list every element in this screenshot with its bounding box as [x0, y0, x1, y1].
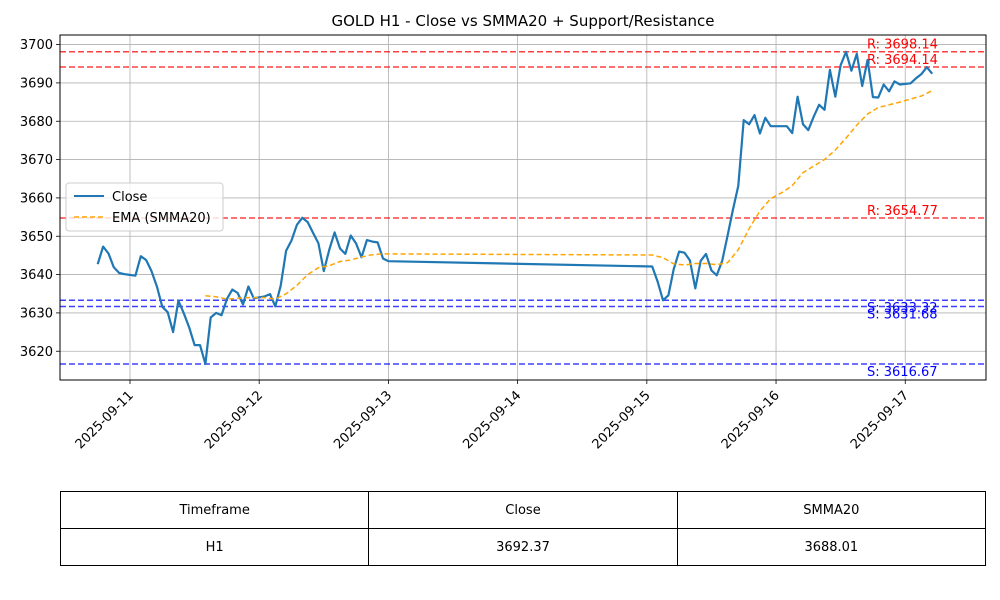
- level-label: R: 3654.77: [867, 204, 938, 219]
- legend: Close EMA (SMMA20): [65, 182, 224, 232]
- series-lines: [96, 50, 934, 365]
- y-tick-label: 3680: [20, 115, 53, 130]
- level-label: S: 3631.68: [867, 307, 938, 322]
- level-label: S: 3633.32: [867, 301, 938, 316]
- table-header-row: Timeframe Close SMMA20: [59, 491, 987, 529]
- y-tick-label: 3640: [20, 268, 53, 283]
- table-header-cell: SMMA20: [676, 491, 987, 529]
- y-tick-label: 3630: [20, 306, 53, 321]
- y-tick-label: 3660: [20, 191, 53, 206]
- level-label: R: 3698.14: [867, 38, 938, 53]
- smma20-line: [205, 89, 933, 300]
- table-header-cell: Close: [368, 491, 678, 529]
- legend-label-close: Close: [112, 190, 147, 205]
- support-resistance-levels: R: 3698.14R: 3694.14 R: 3654.77 S: 3633.32…: [60, 38, 986, 380]
- level-label: R: 3694.14: [867, 53, 938, 68]
- table-cell-smma20: 3688.01: [676, 528, 987, 566]
- x-tick-label: 2025-09-12: [202, 388, 266, 452]
- x-tick-label: 2025-09-17: [848, 388, 912, 452]
- table-row: H1 3692.37 3688.01: [59, 528, 987, 566]
- table-header-cell: Timeframe: [59, 491, 370, 529]
- x-tick-label: 2025-09-15: [590, 388, 654, 452]
- legend-box: [65, 182, 224, 232]
- x-tick-label: 2025-09-11: [73, 388, 137, 452]
- table-cell-close: 3692.37: [368, 528, 678, 566]
- summary-table: Timeframe Close SMMA20 H1 3692.37 3688.0…: [59, 491, 987, 566]
- y-tick-label: 3670: [20, 153, 53, 168]
- y-tick-label: 3690: [20, 76, 53, 91]
- level-label: S: 3616.67: [867, 365, 938, 380]
- x-tick-label: 2025-09-14: [460, 388, 524, 452]
- axis-ticks: 2025-09-11 2025-09-12 2025-09-13 2025-09-14…: [20, 38, 912, 452]
- table-cell-timeframe: H1: [59, 528, 370, 566]
- chart: GOLD H1 - Close vs SMMA20 + Support/Resi…: [20, 12, 987, 452]
- legend-label-smma: EMA (SMMA20): [112, 211, 211, 226]
- x-tick-label: 2025-09-16: [719, 388, 783, 452]
- axes-frame: [59, 34, 987, 381]
- x-tick-label: 2025-09-13: [331, 388, 395, 452]
- y-tick-label: 3650: [20, 230, 53, 245]
- chart-title: GOLD H1 - Close vs SMMA20 + Support/Resi…: [331, 12, 714, 30]
- y-tick-label: 3620: [20, 345, 53, 360]
- y-tick-label: 3700: [20, 38, 53, 53]
- close-line: [96, 50, 934, 365]
